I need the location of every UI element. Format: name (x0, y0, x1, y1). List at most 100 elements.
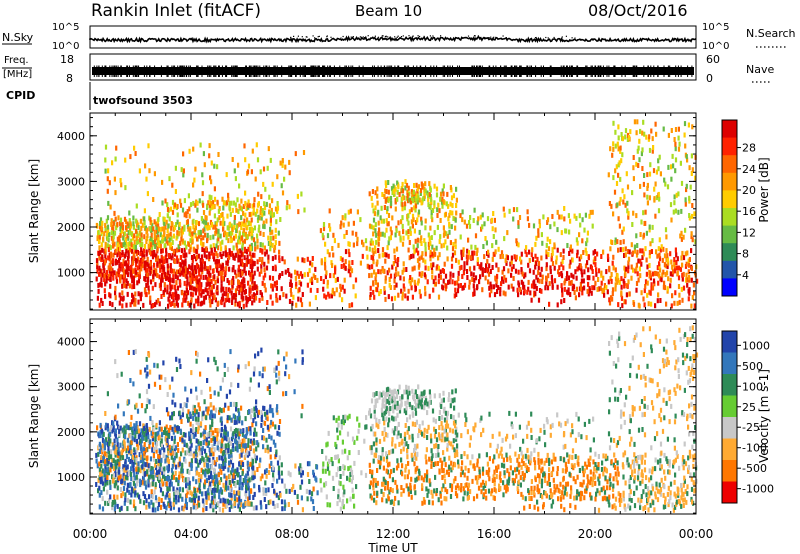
velocity-data-cell (101, 506, 105, 512)
velocity-data-cell (181, 407, 185, 413)
velocity-data-cell (235, 406, 238, 412)
power-data-cell (678, 141, 681, 147)
velocity-data-cell (178, 471, 181, 477)
power-data-cell (474, 233, 478, 239)
power-data-cell (101, 272, 104, 278)
power-data-cell (100, 242, 103, 248)
power-data-cell (431, 251, 434, 257)
power-data-cell (656, 298, 659, 304)
power-data-cell (551, 261, 555, 266)
power-data-cell (476, 284, 479, 290)
power-data-cell (459, 234, 462, 240)
power-data-cell (655, 131, 658, 137)
power-data-cell (696, 278, 699, 284)
power-data-cell (444, 211, 447, 217)
power-data-cell (242, 303, 245, 309)
power-data-cell (322, 279, 325, 285)
power-data-cell (473, 207, 476, 213)
power-data-cell (582, 278, 585, 284)
power-data-cell (415, 247, 418, 253)
power-data-cell (188, 271, 191, 276)
power-data-cell (408, 197, 411, 203)
power-data-cell (390, 186, 394, 192)
velocity-data-cell (167, 411, 170, 417)
power-data-cell (204, 287, 207, 293)
power-data-cell (310, 276, 313, 282)
power-data-cell (569, 244, 572, 250)
power-data-cell (332, 232, 335, 238)
power-data-cell (111, 225, 114, 230)
power-data-cell (131, 248, 134, 254)
power-data-cell (143, 234, 146, 240)
freq-spike (213, 65, 215, 77)
power-data-cell (195, 283, 198, 288)
velocity-data-cell (220, 420, 223, 426)
power-data-cell (410, 285, 413, 291)
power-data-cell (173, 302, 176, 308)
velocity-data-cell (104, 477, 107, 483)
freq-spike (183, 65, 185, 77)
velocity-data-cell (192, 493, 195, 499)
power-data-cell (641, 147, 644, 153)
velocity-data-cell (157, 469, 160, 475)
velocity-data-cell (178, 456, 181, 462)
power-data-cell (301, 257, 304, 263)
power-data-cell (526, 216, 529, 222)
power-data-cell (285, 293, 288, 299)
power-data-cell (256, 266, 259, 272)
velocity-data-cell (220, 408, 223, 414)
power-data-cell (622, 278, 625, 284)
power-data-cell (258, 271, 261, 277)
power-data-cell (226, 213, 229, 219)
velocity-data-cell (117, 446, 120, 452)
velocity-data-cell (113, 448, 116, 454)
power-data-cell (168, 299, 171, 305)
power-data-cell (199, 266, 202, 272)
power-data-cell (417, 250, 420, 256)
power-data-cell (149, 299, 152, 305)
power-data-cell (154, 302, 157, 308)
power-data-cell (206, 232, 209, 238)
power-data-cell (629, 129, 632, 135)
velocity-data-cell (169, 505, 172, 511)
power-data-cell (392, 188, 395, 194)
power-data-cell (250, 211, 253, 217)
velocity-data-cell (198, 488, 202, 494)
power-data-cell (470, 254, 473, 260)
power-data-cell (171, 182, 174, 188)
power-data-cell (232, 200, 236, 206)
power-data-cell (667, 276, 670, 282)
velocity-data-cell (150, 473, 153, 479)
power-data-cell (654, 213, 657, 219)
power-data-cell (405, 267, 408, 272)
power-data-cell (239, 205, 242, 211)
power-data-cell (166, 234, 169, 239)
freq-spike (263, 65, 265, 77)
velocity-data-cell (151, 446, 154, 452)
velocity-data-cell (206, 462, 209, 468)
velocity-data-cell (147, 434, 150, 440)
velocity-data-cell (173, 497, 176, 503)
power-data-cell (163, 243, 166, 249)
power-data-cell (217, 208, 220, 214)
power-data-cell (237, 264, 240, 270)
power-data-cell (538, 278, 541, 284)
power-data-cell (421, 184, 424, 190)
power-data-cell (261, 280, 264, 286)
power-data-cell (553, 242, 556, 248)
power-data-cell (328, 223, 331, 229)
freq-spike (344, 65, 346, 77)
velocity-data-cell (99, 475, 102, 481)
power-data-cell (407, 185, 410, 191)
ytick-label-power: 2000 (57, 221, 85, 234)
power-data-cell (104, 226, 107, 231)
power-data-cell (407, 247, 410, 253)
velocity-data-cell (192, 497, 195, 503)
velocity-data-cell (148, 467, 151, 472)
power-data-cell (181, 238, 185, 244)
velocity-data-cell (101, 480, 105, 486)
velocity-data-cell (173, 451, 176, 456)
power-data-cell (572, 284, 576, 290)
velocity-data-cell (218, 506, 221, 512)
power-data-cell (401, 295, 404, 301)
